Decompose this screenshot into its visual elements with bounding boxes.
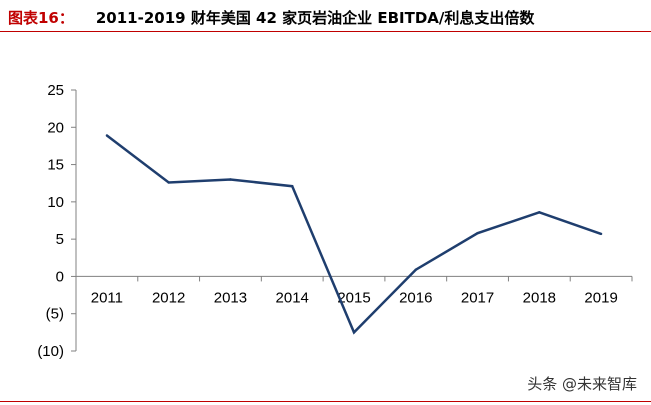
data-point	[352, 331, 356, 334]
watermark-text: 头条 @未来智库	[527, 375, 637, 393]
x-tick-label: 2011	[91, 289, 123, 306]
x-tick-label: 2018	[523, 289, 556, 306]
y-axis: 25 20 15 10 5 0 (5) (10)	[37, 82, 77, 360]
x-tick-label: 2015	[337, 289, 370, 306]
x-tick-label: 2017	[461, 289, 494, 306]
y-tick-label: 15	[47, 157, 64, 174]
data-point	[538, 211, 541, 214]
figure-title: 2011-2019 财年美国 42 家页岩油企业 EBITDA/利息支出倍数	[95, 8, 535, 27]
footer-divider	[0, 401, 651, 402]
x-tick-label: 2012	[152, 289, 185, 306]
x-tick-label: 2016	[399, 289, 432, 306]
y-tick-label: 10	[47, 194, 64, 211]
series-group	[105, 134, 603, 335]
y-tick-label: 20	[47, 119, 64, 136]
figure-title-row: 图表16： 2011-2019 财年美国 42 家页岩油企业 EBITDA/利息…	[8, 6, 534, 28]
data-point	[105, 134, 109, 137]
y-tick-label: (10)	[37, 343, 64, 360]
x-tick-label: 2014	[276, 289, 309, 306]
data-point	[476, 231, 479, 235]
y-tick-label: (5)	[46, 306, 64, 323]
figure-label: 图表16：	[8, 8, 74, 27]
x-tick-label: 2013	[214, 289, 247, 306]
data-point	[414, 268, 417, 271]
x-axis: 2011 2012 2013 2014 2015 2016 2017 2018 2019	[75, 275, 633, 306]
x-tick-label: 2019	[584, 289, 617, 306]
data-point	[599, 232, 603, 236]
title-divider	[0, 31, 651, 32]
y-tick-label: 25	[47, 82, 64, 99]
data-point	[291, 184, 294, 188]
data-point	[229, 178, 232, 181]
data-point	[167, 181, 170, 184]
y-tick-label: 0	[56, 268, 64, 285]
y-tick-label: 5	[56, 231, 64, 248]
